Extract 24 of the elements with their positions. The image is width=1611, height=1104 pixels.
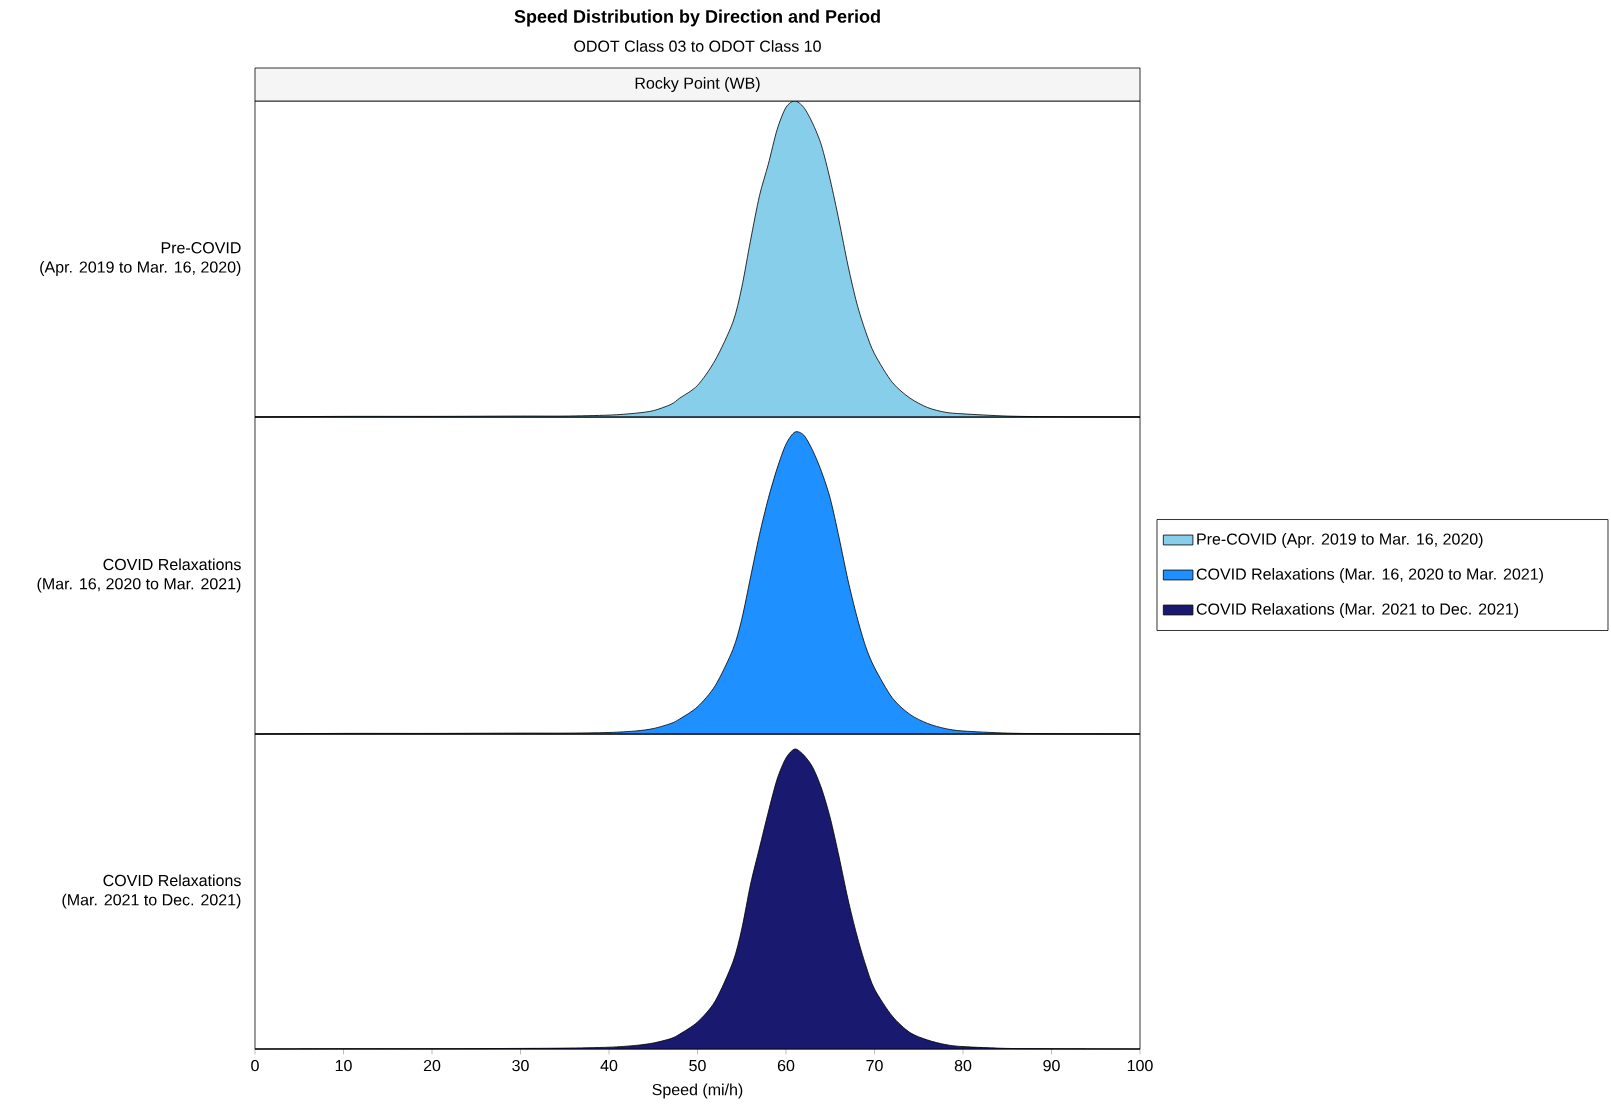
x-tick-label: 20 — [423, 1059, 441, 1072]
x-tick-label: 100 — [1127, 1059, 1153, 1072]
text: (Mar. 2021 to Dec. 2021) — [62, 893, 241, 909]
x-tick-label: 80 — [954, 1059, 972, 1072]
chart-title: Speed Distribution by Direction and Period — [514, 9, 880, 27]
y-axis-title: COVID Relaxations — [103, 558, 241, 571]
x-tick-label: 40 — [600, 1059, 618, 1072]
x-tick-label: 60 — [777, 1059, 795, 1072]
x-tick-label: 10 — [335, 1059, 352, 1072]
x-tick-label: 50 — [689, 1059, 706, 1072]
x-tick-label: 0 — [251, 1059, 259, 1072]
text: Rocky Point (WB) — [635, 77, 760, 92]
legend-label: COVID Relaxations (Mar. 16, 2020 to Mar. 2021) — [1196, 568, 1543, 583]
y-axis-title: COVID Relaxations — [103, 874, 241, 887]
text: (Mar. 16, 2020 to Mar. 2021) — [37, 577, 241, 593]
x-tick-label: 70 — [866, 1059, 883, 1072]
x-tick-label: 90 — [1043, 1059, 1060, 1072]
legend-label: Pre-COVID (Apr. 2019 to Mar. 16, 2020) — [1197, 533, 1483, 548]
x-tick-label: 30 — [512, 1059, 529, 1072]
y-axis-title: Pre-COVID — [161, 242, 241, 254]
chart-subtitle: ODOT Class 03 to ODOT Class 10 — [574, 40, 821, 52]
x-axis-title: Speed (mi/h) — [652, 1083, 743, 1099]
text: (Apr. 2019 to Mar. 16, 2020) — [40, 261, 241, 276]
legend-label: COVID Relaxations (Mar. 2021 to Dec. 2021) — [1196, 603, 1519, 618]
